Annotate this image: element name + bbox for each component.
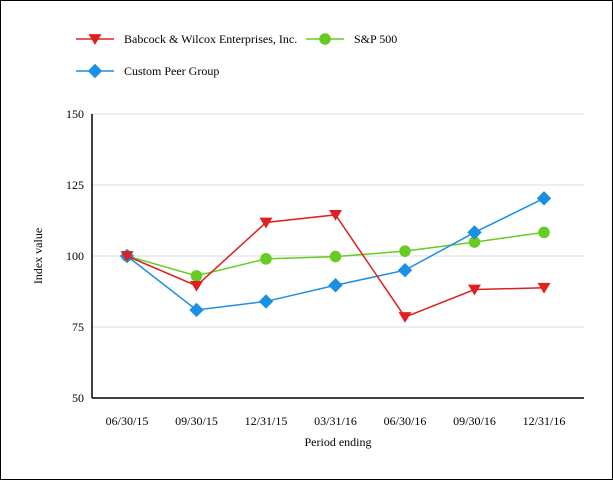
x-tick-label: 12/31/15 (245, 414, 288, 428)
y-tick-label: 75 (72, 320, 84, 334)
data-point-sandp-500 (538, 226, 550, 239)
x-tick-label: 06/30/16 (384, 414, 427, 428)
legend: Babcock & Wilcox Enterprises, Inc. S&P 50… (76, 32, 397, 79)
x-tick-label: 09/30/16 (453, 414, 496, 428)
data-point-sandp-500 (329, 250, 342, 263)
legend-label-custom-peer-group: Custom Peer Group (124, 64, 219, 78)
x-tick-label: 03/31/16 (314, 414, 357, 428)
data-point-custom-peer-group (536, 191, 552, 206)
series-line-babcock-and-wilcox-enterprises-inc (126, 214, 545, 318)
legend-item-babcock-and-wilcox-enterprises-inc: Babcock & Wilcox Enterprises, Inc. (76, 32, 297, 46)
legend-marker-custom-peer-group (87, 63, 103, 79)
legend-marker-sandp-500 (319, 33, 331, 45)
data-point-sandp-500 (468, 236, 481, 248)
data-point-custom-peer-group (328, 278, 343, 293)
legend-item-sandp-500: S&P 500 (306, 32, 397, 46)
series-group (119, 191, 552, 323)
legend-label-sandp-500: S&P 500 (354, 32, 397, 46)
y-tick-label: 150 (66, 107, 84, 121)
grid (92, 113, 584, 328)
x-tick-label: 12/31/16 (523, 414, 566, 428)
axes: 50 75 100 125 150 06/30/15 09/30/15 12/31/15 03/… (66, 107, 584, 428)
data-point-babcock-and-wilcox-enterprises-inc (537, 282, 551, 294)
data-point-custom-peer-group (397, 263, 413, 278)
series-babcock-and-wilcox-enterprises-inc (120, 209, 551, 323)
legend-item-custom-peer-group: Custom Peer Group (76, 63, 219, 79)
data-point-sandp-500 (260, 253, 272, 265)
data-point-babcock-and-wilcox-enterprises-inc (398, 312, 412, 323)
data-point-sandp-500 (190, 270, 203, 282)
y-tick-label: 125 (66, 178, 84, 192)
data-point-custom-peer-group (258, 294, 274, 309)
series-custom-peer-group (119, 191, 552, 318)
x-tick-label: 09/30/15 (175, 414, 218, 428)
data-point-babcock-and-wilcox-enterprises-inc (259, 217, 273, 229)
data-point-sandp-500 (399, 245, 411, 257)
y-axis-title: Index value (31, 228, 45, 284)
data-point-custom-peer-group (467, 225, 482, 240)
data-point-babcock-and-wilcox-enterprises-inc (120, 251, 134, 262)
data-point-babcock-and-wilcox-enterprises-inc (190, 280, 203, 292)
legend-label-babcock-and-wilcox-enterprises-inc: Babcock & Wilcox Enterprises, Inc. (124, 32, 297, 46)
x-axis-title: Period ending (305, 435, 372, 449)
data-point-babcock-and-wilcox-enterprises-inc (468, 284, 481, 296)
x-tick-label: 06/30/15 (106, 414, 149, 428)
y-tick-label: 100 (66, 249, 84, 263)
series-sandp-500 (121, 226, 550, 282)
legend-marker-babcock-and-wilcox-enterprises-inc (88, 34, 102, 45)
data-point-custom-peer-group (189, 302, 204, 318)
y-tick-label: 50 (72, 391, 84, 405)
data-point-babcock-and-wilcox-enterprises-inc (329, 209, 342, 221)
